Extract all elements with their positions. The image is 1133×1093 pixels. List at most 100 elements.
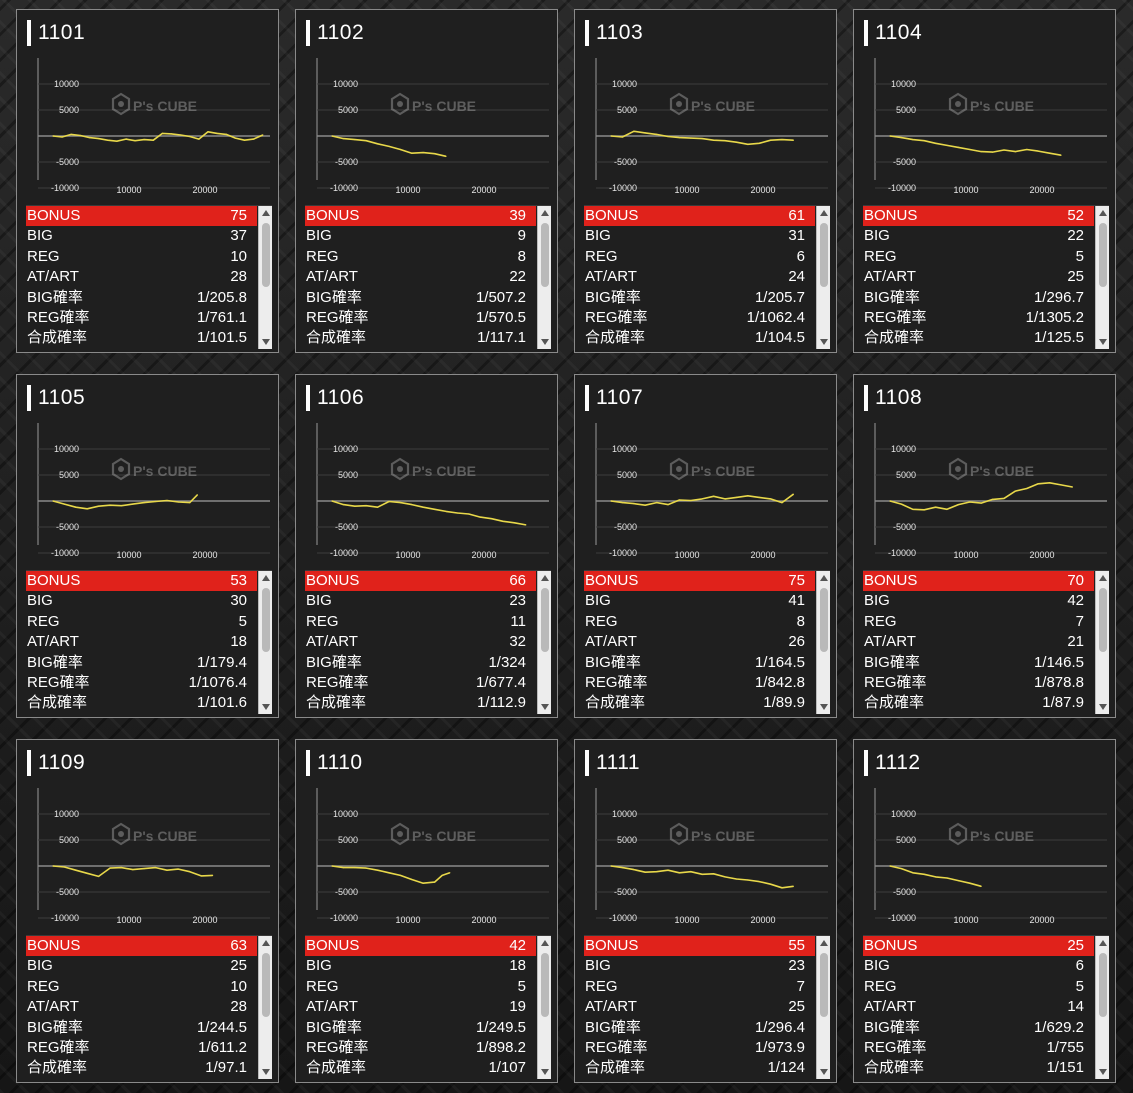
slump-point (166, 869, 168, 871)
stats-list[interactable]: BONUS 66 BIG 23 REG 11 AT/ART 32 BIG確率 1/324 REG確率… (305, 570, 551, 714)
scroll-up-icon[interactable] (538, 206, 552, 220)
stat-label: BIG (27, 957, 53, 975)
stats-scrollbar[interactable] (258, 571, 272, 714)
machine-title[interactable]: 1110 (306, 749, 363, 777)
scroll-thumb[interactable] (262, 223, 270, 287)
machine-card: 1108 10000 5000 -5000 -10000 10000 20000 P's CU… (853, 374, 1116, 718)
slump-point (525, 524, 527, 526)
machine-number: 1101 (38, 21, 86, 44)
bonus-row: BONUS 61 (584, 206, 815, 227)
stat-label: BIG (27, 227, 53, 245)
stats-scrollbar[interactable] (816, 936, 830, 1079)
stats-scrollbar[interactable] (258, 206, 272, 349)
slump-point (889, 865, 891, 867)
scroll-up-icon[interactable] (1096, 936, 1110, 950)
scroll-thumb[interactable] (820, 588, 828, 652)
stats-scrollbar[interactable] (1095, 936, 1109, 1079)
stat-value: 1/101.6 (196, 694, 247, 712)
scroll-thumb[interactable] (820, 953, 828, 1017)
scroll-up-icon[interactable] (817, 206, 831, 220)
scroll-up-icon[interactable] (817, 936, 831, 950)
machine-title[interactable]: 1102 (306, 19, 364, 47)
scroll-up-icon[interactable] (259, 571, 273, 585)
scroll-thumb[interactable] (262, 588, 270, 652)
stats-list[interactable]: BONUS 61 BIG 31 REG 6 AT/ART 24 BIG確率 1/205.7 REG確… (584, 205, 830, 349)
scroll-up-icon[interactable] (1096, 571, 1110, 585)
machine-title[interactable]: 1111 (585, 749, 640, 777)
stats-scrollbar[interactable] (537, 936, 551, 1079)
machine-number: 1103 (596, 21, 644, 44)
machine-title[interactable]: 1104 (864, 19, 922, 47)
scroll-down-icon[interactable] (538, 335, 552, 349)
machine-title[interactable]: 1109 (27, 749, 85, 777)
scroll-thumb[interactable] (541, 588, 549, 652)
machine-title[interactable]: 1112 (864, 749, 921, 777)
pscube-watermark-logo: P's CUBE (390, 457, 476, 481)
stat-value: 1/1305.2 (1025, 308, 1084, 326)
scroll-thumb[interactable] (541, 953, 549, 1017)
stats-list[interactable]: BONUS 70 BIG 42 REG 7 AT/ART 21 BIG確率 1/146.5 REG確… (863, 570, 1109, 714)
stats-list[interactable]: BONUS 42 BIG 18 REG 5 AT/ART 19 BIG確率 1/249.5 REG確… (305, 935, 551, 1079)
scroll-down-icon[interactable] (538, 1065, 552, 1079)
stats-list[interactable]: BONUS 52 BIG 22 REG 5 AT/ART 25 BIG確率 1/296.7 REG確… (863, 205, 1109, 349)
stats-scrollbar[interactable] (1095, 206, 1109, 349)
stats-list[interactable]: BONUS 25 BIG 6 REG 5 AT/ART 14 BIG確率 1/629.2 REG確率… (863, 935, 1109, 1079)
scroll-thumb[interactable] (541, 223, 549, 287)
scroll-thumb[interactable] (1099, 953, 1107, 1017)
stat-label: BIG (864, 592, 890, 610)
slump-point (88, 137, 91, 139)
scroll-down-icon[interactable] (538, 700, 552, 714)
stat-label: BIG (864, 227, 890, 245)
scroll-thumb[interactable] (820, 223, 828, 287)
stats-list[interactable]: BONUS 63 BIG 25 REG 10 AT/ART 28 BIG確率 1/244.5 REG… (26, 935, 272, 1079)
x-tick-label: 20000 (1029, 550, 1054, 560)
stats-list[interactable]: BONUS 39 BIG 9 REG 8 AT/ART 22 BIG確率 1/507.2 REG確率… (305, 205, 551, 349)
scroll-thumb[interactable] (262, 953, 270, 1017)
stats-scrollbar[interactable] (258, 936, 272, 1079)
stat-value: 1/249.5 (475, 1018, 526, 1036)
machine-title[interactable]: 1105 (27, 384, 85, 412)
stat-label: REG (27, 977, 60, 995)
title-accent-bar (27, 750, 31, 776)
machine-title[interactable]: 1103 (585, 19, 643, 47)
slump-point (253, 138, 255, 140)
machine-title[interactable]: 1107 (585, 384, 643, 412)
stats-list[interactable]: BONUS 75 BIG 37 REG 10 AT/ART 28 BIG確率 1/205.8 REG… (26, 205, 272, 349)
scroll-down-icon[interactable] (259, 1065, 273, 1079)
slump-line (889, 865, 982, 888)
stats-list[interactable]: BONUS 53 BIG 30 REG 5 AT/ART 18 BIG確率 1/179.4 REG確… (26, 570, 272, 714)
stats-list[interactable]: BONUS 75 BIG 41 REG 8 AT/ART 26 BIG確率 1/164.5 REG確… (584, 570, 830, 714)
machine-title[interactable]: 1101 (27, 19, 85, 47)
slump-point (377, 143, 379, 145)
scroll-down-icon[interactable] (1096, 1065, 1110, 1079)
slump-point (656, 871, 658, 873)
scroll-down-icon[interactable] (817, 335, 831, 349)
scroll-down-icon[interactable] (817, 700, 831, 714)
stat-value: 18 (509, 957, 526, 975)
stats-scrollbar[interactable] (816, 571, 830, 714)
scroll-up-icon[interactable] (1096, 206, 1110, 220)
scroll-down-icon[interactable] (259, 700, 273, 714)
stats-scrollbar[interactable] (816, 206, 830, 349)
stats-scrollbar[interactable] (537, 571, 551, 714)
scroll-up-icon[interactable] (259, 936, 273, 950)
machine-title[interactable]: 1108 (864, 384, 922, 412)
scroll-up-icon[interactable] (259, 206, 273, 220)
stats-scrollbar[interactable] (537, 206, 551, 349)
scroll-up-icon[interactable] (538, 936, 552, 950)
slump-point (1026, 487, 1028, 490)
stat-label: BONUS (306, 937, 360, 954)
stats-list[interactable]: BONUS 55 BIG 23 REG 7 AT/ART 25 BIG確率 1/296.4 REG確… (584, 935, 830, 1079)
scroll-thumb[interactable] (1099, 223, 1107, 287)
slump-point (713, 495, 715, 497)
scroll-thumb[interactable] (1099, 588, 1107, 652)
stats-scrollbar[interactable] (1095, 571, 1109, 714)
scroll-down-icon[interactable] (1096, 335, 1110, 349)
machine-title[interactable]: 1106 (306, 384, 364, 412)
scroll-down-icon[interactable] (259, 335, 273, 349)
scroll-up-icon[interactable] (817, 571, 831, 585)
scroll-down-icon[interactable] (1096, 700, 1110, 714)
scroll-down-icon[interactable] (817, 1065, 831, 1079)
y-tick-label: -5000 (335, 522, 358, 532)
scroll-up-icon[interactable] (538, 571, 552, 585)
